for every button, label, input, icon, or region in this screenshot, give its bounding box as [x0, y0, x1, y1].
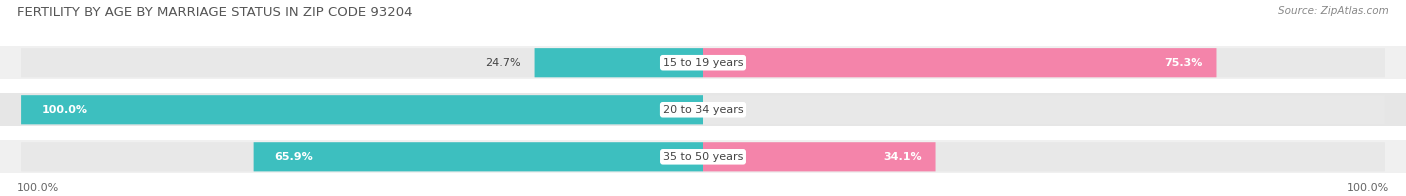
- FancyBboxPatch shape: [703, 48, 1216, 77]
- FancyBboxPatch shape: [21, 48, 1385, 77]
- FancyBboxPatch shape: [21, 95, 1385, 124]
- Text: 20 to 34 years: 20 to 34 years: [662, 105, 744, 115]
- Text: FERTILITY BY AGE BY MARRIAGE STATUS IN ZIP CODE 93204: FERTILITY BY AGE BY MARRIAGE STATUS IN Z…: [17, 6, 412, 19]
- FancyBboxPatch shape: [0, 46, 1406, 79]
- Text: 100.0%: 100.0%: [17, 183, 59, 193]
- Text: 65.9%: 65.9%: [274, 152, 314, 162]
- FancyBboxPatch shape: [21, 95, 703, 124]
- Text: 34.1%: 34.1%: [883, 152, 921, 162]
- Text: Source: ZipAtlas.com: Source: ZipAtlas.com: [1278, 6, 1389, 16]
- FancyBboxPatch shape: [0, 93, 1406, 126]
- FancyBboxPatch shape: [253, 142, 703, 171]
- FancyBboxPatch shape: [0, 140, 1406, 173]
- Text: 15 to 19 years: 15 to 19 years: [662, 58, 744, 68]
- FancyBboxPatch shape: [703, 142, 935, 171]
- Text: 100.0%: 100.0%: [1347, 183, 1389, 193]
- FancyBboxPatch shape: [21, 142, 1385, 171]
- Text: 35 to 50 years: 35 to 50 years: [662, 152, 744, 162]
- Text: 24.7%: 24.7%: [485, 58, 520, 68]
- FancyBboxPatch shape: [534, 48, 703, 77]
- Text: 75.3%: 75.3%: [1164, 58, 1202, 68]
- Text: 100.0%: 100.0%: [42, 105, 89, 115]
